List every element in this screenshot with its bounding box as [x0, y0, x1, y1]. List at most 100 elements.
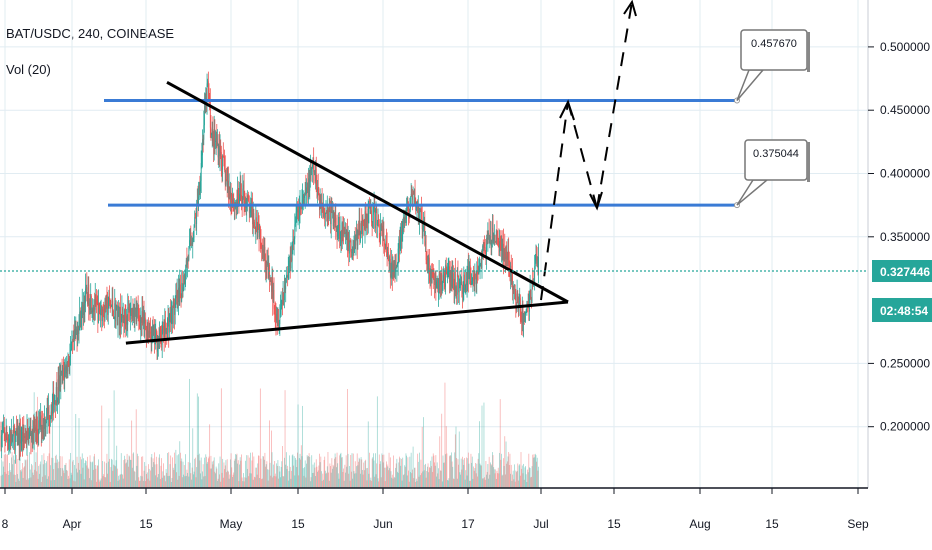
candle-body — [78, 320, 80, 334]
candle-body — [1, 435, 3, 447]
volume-bar — [205, 454, 207, 488]
volume-bar — [36, 471, 38, 488]
candle-body — [25, 436, 27, 441]
volume-bar — [193, 471, 195, 488]
candle-body — [227, 180, 229, 188]
callout-box[interactable] — [740, 29, 808, 71]
volume-indicator-label[interactable]: Vol (20) — [6, 62, 51, 77]
candle-body — [0, 435, 2, 447]
volume-bar — [280, 477, 281, 488]
volume-bar — [206, 463, 208, 488]
candle-body — [39, 417, 41, 427]
volume-bar — [434, 462, 435, 488]
volume-bar — [79, 456, 81, 488]
volume-bar — [141, 456, 142, 488]
projection-path[interactable] — [540, 101, 569, 301]
candle-body — [240, 185, 242, 195]
projection-path[interactable] — [596, 1, 633, 209]
candle-body — [105, 296, 107, 313]
candle-body — [146, 329, 147, 336]
candle-body — [213, 132, 214, 148]
candle-body — [478, 270, 480, 275]
trendline-lower[interactable] — [125, 300, 569, 345]
volume-bar — [523, 479, 525, 488]
candle-body — [20, 429, 21, 444]
volume-bar — [507, 456, 509, 488]
candle-body — [386, 241, 387, 247]
volume-bar — [445, 426, 447, 488]
price-tick-label: 0.400000 — [880, 167, 930, 181]
candle-body — [182, 287, 184, 292]
volume-bar — [534, 453, 536, 488]
volume-bar — [362, 469, 363, 488]
candle-body — [301, 199, 303, 207]
candle-body — [501, 235, 502, 251]
candle-body — [88, 284, 90, 309]
volume-bar — [443, 462, 445, 488]
volume-bar — [518, 465, 520, 488]
volume-bar — [420, 459, 422, 488]
candle-body — [275, 314, 277, 321]
candle-body — [521, 321, 523, 324]
volume-bar — [43, 453, 45, 488]
candle-body — [345, 232, 346, 234]
volume-bar — [22, 463, 23, 488]
candle-body — [95, 296, 97, 300]
volume-bar — [421, 426, 423, 488]
volume-bar — [215, 466, 217, 488]
trendline-upper[interactable] — [166, 81, 569, 304]
projection-path[interactable] — [567, 101, 598, 209]
volume-bar — [466, 457, 467, 488]
volume-bar — [76, 456, 78, 488]
volume-bar — [127, 459, 129, 488]
volume-bar — [150, 457, 152, 488]
candle-body — [439, 274, 441, 284]
candle-body — [243, 184, 245, 204]
candle-body — [89, 307, 91, 310]
volume-bar — [506, 463, 508, 488]
volume-bar — [349, 480, 351, 488]
volume-bar — [293, 456, 295, 488]
volume-bar — [131, 467, 133, 488]
volume-bar — [11, 457, 12, 488]
candle-body — [217, 142, 219, 158]
candle-body — [364, 211, 366, 229]
candle-body — [434, 272, 436, 286]
candle-body — [376, 220, 378, 226]
candle-body — [298, 206, 300, 220]
volume-bar — [328, 472, 329, 488]
candle-body — [401, 230, 402, 242]
callout-box[interactable] — [744, 139, 808, 181]
current-price-badge — [872, 260, 932, 282]
candle-body — [375, 212, 376, 229]
volume-bar — [89, 478, 90, 488]
volume-bar — [126, 462, 127, 488]
volume-bar — [162, 471, 164, 488]
candle-body — [69, 356, 71, 366]
volume-bar — [18, 478, 19, 488]
volume-bar — [376, 396, 378, 488]
volume-bar — [237, 460, 239, 488]
candle-body — [224, 169, 226, 185]
candle-body — [417, 205, 419, 212]
candle-body — [196, 204, 198, 224]
volume-bar — [116, 468, 118, 488]
candle-body — [328, 212, 329, 219]
volume-bar — [153, 462, 155, 488]
volume-bar — [399, 458, 401, 488]
candle-body — [304, 195, 305, 198]
volume-bar — [240, 460, 242, 488]
candle-body — [313, 171, 315, 173]
candle-body — [440, 273, 442, 285]
candle-body — [300, 206, 302, 208]
candle-body — [493, 234, 495, 239]
candle-body — [77, 331, 79, 334]
volume-bar — [83, 479, 85, 488]
candle-body — [290, 257, 292, 269]
candle-body — [9, 439, 10, 442]
candle-body — [497, 239, 499, 242]
candle-body — [150, 333, 152, 343]
volume-bar — [46, 461, 47, 488]
candle-body — [324, 213, 326, 218]
